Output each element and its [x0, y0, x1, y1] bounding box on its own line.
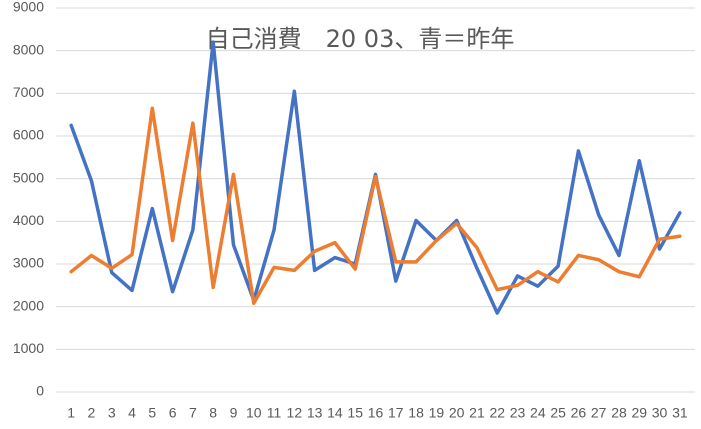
- y-tick-label: 3000: [13, 255, 44, 271]
- x-tick-label: 6: [169, 405, 177, 421]
- x-tick-label: 27: [591, 405, 607, 421]
- x-tick-label: 10: [246, 405, 262, 421]
- x-tick-label: 12: [287, 405, 303, 421]
- x-tick-label: 24: [530, 405, 546, 421]
- x-tick-label: 2: [88, 405, 96, 421]
- x-tick-label: 26: [571, 405, 587, 421]
- y-tick-label: 4000: [13, 212, 44, 228]
- x-tick-label: 19: [429, 405, 445, 421]
- x-tick-label: 8: [209, 405, 217, 421]
- x-tick-label: 5: [148, 405, 156, 421]
- y-tick-label: 7000: [13, 84, 44, 100]
- x-tick-label: 21: [469, 405, 485, 421]
- x-tick-label: 18: [408, 405, 424, 421]
- x-tick-label: 4: [128, 405, 136, 421]
- y-tick-label: 5000: [13, 169, 44, 185]
- x-tick-label: 9: [230, 405, 238, 421]
- x-tick-label: 23: [510, 405, 526, 421]
- x-tick-label: 17: [388, 405, 404, 421]
- x-tick-label: 16: [368, 405, 384, 421]
- x-tick-label: 20: [449, 405, 465, 421]
- x-tick-label: 15: [347, 405, 363, 421]
- x-tick-label: 14: [327, 405, 343, 421]
- y-tick-label: 8000: [13, 41, 44, 57]
- x-tick-label: 11: [267, 405, 282, 421]
- y-tick-label: 9000: [13, 0, 44, 15]
- x-tick-label: 7: [189, 405, 197, 421]
- y-tick-label: 6000: [13, 127, 44, 143]
- y-tick-label: 2000: [13, 297, 44, 313]
- x-tick-label: 3: [108, 405, 116, 421]
- x-tick-label: 1: [67, 405, 75, 421]
- x-tick-label: 13: [307, 405, 323, 421]
- x-tick-label: 31: [672, 405, 688, 421]
- x-tick-label: 25: [550, 405, 566, 421]
- x-tick-label: 28: [611, 405, 627, 421]
- line-series: [69, 106, 682, 306]
- line-series: [69, 40, 682, 315]
- y-tick-label: 0: [36, 383, 44, 399]
- x-tick-label: 30: [652, 405, 668, 421]
- x-tick-label: 29: [631, 405, 647, 421]
- x-tick-label: 22: [489, 405, 505, 421]
- chart-title: 自己消費 20 03、青＝昨年: [206, 25, 515, 53]
- y-tick-label: 1000: [13, 340, 44, 356]
